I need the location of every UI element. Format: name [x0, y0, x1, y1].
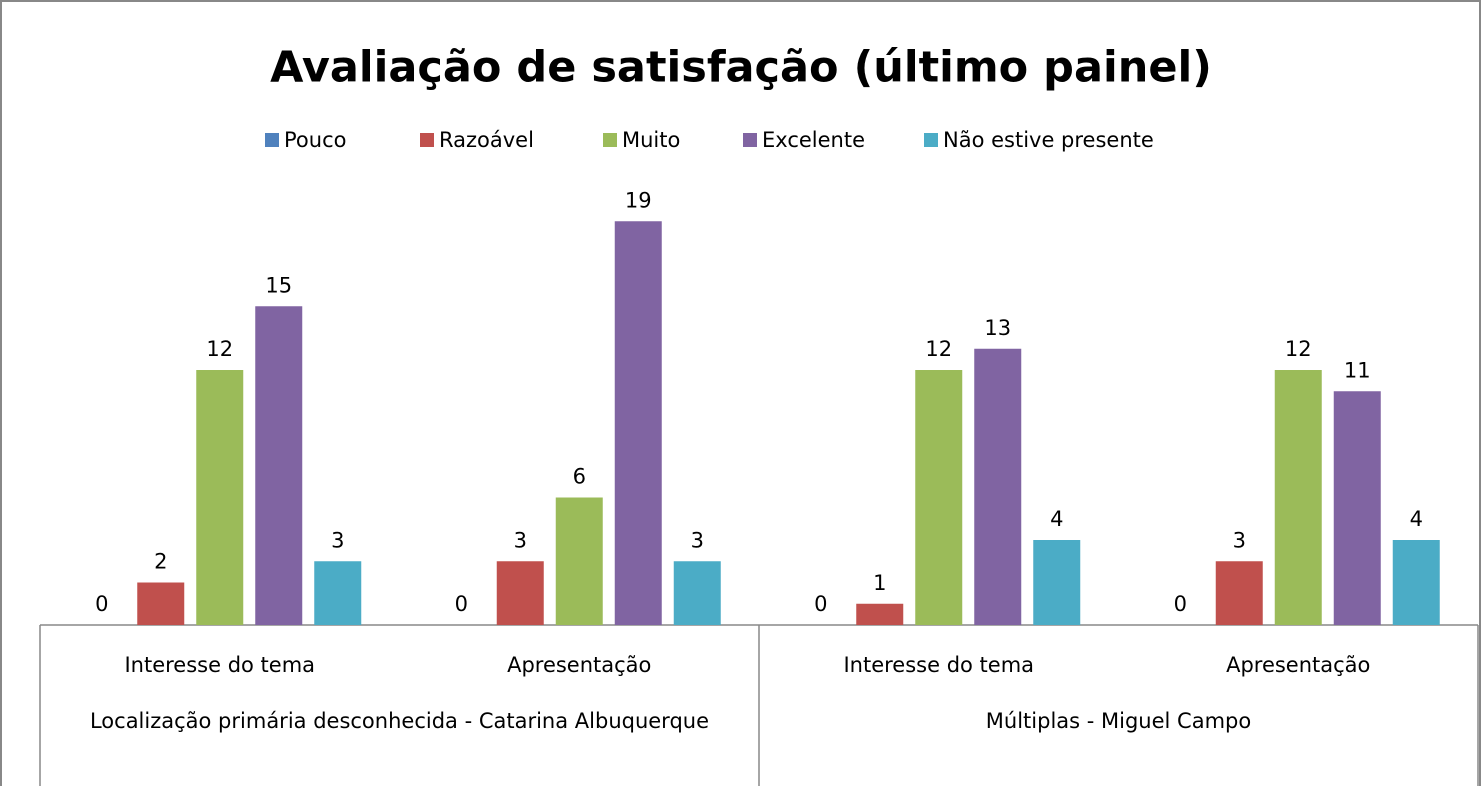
bar — [856, 603, 904, 625]
bar — [137, 582, 185, 625]
data-label: 12 — [1285, 337, 1312, 361]
legend-label: Razoável — [439, 128, 534, 152]
bar — [555, 497, 603, 625]
legend-swatch — [743, 133, 757, 147]
legend-label: Muito — [622, 128, 680, 152]
group-label: Localização primária desconhecida - Cata… — [89, 709, 710, 733]
data-label: 11 — [1344, 358, 1371, 382]
data-label: 0 — [455, 592, 468, 616]
bar — [1033, 540, 1081, 625]
data-label: 0 — [95, 592, 108, 616]
data-label: 13 — [984, 316, 1011, 340]
legend-swatch — [420, 133, 434, 147]
bar — [1215, 561, 1263, 625]
data-label: 0 — [814, 592, 827, 616]
legend-swatch — [924, 133, 938, 147]
group-label: Múltiplas - Miguel Campo — [985, 709, 1252, 733]
bar — [974, 348, 1022, 625]
legend-label: Pouco — [284, 128, 346, 152]
x-tick-label: Apresentação — [1226, 653, 1370, 677]
bar — [673, 561, 721, 625]
bar — [496, 561, 544, 625]
chart-title: Avaliação de satisfação (último painel) — [270, 43, 1212, 93]
x-tick-label: Interesse do tema — [124, 653, 315, 677]
data-label: 3 — [1233, 528, 1246, 552]
legend-label: Não estive presente — [943, 128, 1154, 152]
x-tick-label: Apresentação — [507, 653, 651, 677]
bar — [915, 370, 963, 625]
bar — [196, 370, 244, 625]
legend-swatch — [265, 133, 279, 147]
data-label: 4 — [1410, 507, 1423, 531]
legend-swatch — [603, 133, 617, 147]
data-label: 2 — [154, 550, 167, 574]
bar — [614, 221, 662, 625]
data-label: 12 — [925, 337, 952, 361]
bar — [255, 306, 303, 625]
data-label: 3 — [331, 528, 344, 552]
x-tick-label: Interesse do tema — [843, 653, 1034, 677]
bar — [1333, 391, 1381, 625]
data-label: 3 — [691, 528, 704, 552]
data-label: 6 — [573, 465, 586, 489]
bar — [314, 561, 362, 625]
data-label: 1 — [873, 571, 886, 595]
data-label: 12 — [206, 337, 233, 361]
data-label: 3 — [514, 528, 527, 552]
data-label: 4 — [1050, 507, 1063, 531]
data-label: 0 — [1174, 592, 1187, 616]
data-label: 15 — [265, 273, 292, 297]
bar — [1274, 370, 1322, 625]
data-label: 19 — [625, 188, 652, 212]
bar — [1392, 540, 1440, 625]
legend-label: Excelente — [762, 128, 865, 152]
